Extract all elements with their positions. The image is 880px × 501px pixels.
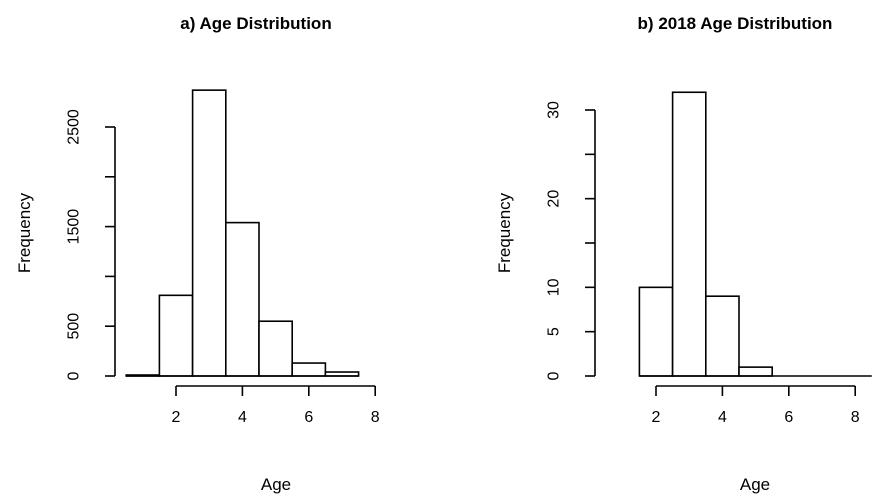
x-axis-label: Age xyxy=(740,475,770,494)
y-tick-label: 500 xyxy=(66,313,83,340)
x-tick-label: 6 xyxy=(304,409,313,426)
y-tick-label: 30 xyxy=(546,101,563,119)
bar xyxy=(191,89,227,377)
bar xyxy=(258,320,294,377)
bar xyxy=(225,221,260,377)
x-axis: 2 4 6 8 xyxy=(172,385,380,426)
chart-title: a) Age Distribution xyxy=(180,14,331,33)
bars xyxy=(125,89,360,377)
y-axis-label: Frequency xyxy=(495,192,514,273)
y-tick-label: 0 xyxy=(66,371,83,380)
x-tick-label: 2 xyxy=(652,409,661,426)
bar xyxy=(671,91,707,377)
x-axis-label: Age xyxy=(261,475,291,494)
x-axis: 2 4 6 8 xyxy=(652,385,860,426)
bar xyxy=(738,366,774,377)
bar xyxy=(704,295,740,377)
chart-title: b) 2018 Age Distribution xyxy=(638,14,833,33)
y-tick-label: 2500 xyxy=(66,109,83,145)
panel-b-2018-age-distribution: b) 2018 Age Distribution Age Frequency 2… xyxy=(495,14,872,494)
y-axis: 0 5 10 20 30 xyxy=(546,101,596,380)
x-tick-label: 4 xyxy=(238,409,247,426)
y-tick-label: 1500 xyxy=(66,209,83,245)
bar xyxy=(291,362,327,377)
x-tick-label: 6 xyxy=(784,409,793,426)
bar xyxy=(638,286,674,377)
y-tick-label: 0 xyxy=(546,371,563,380)
x-tick-label: 8 xyxy=(851,409,860,426)
y-tick-label: 10 xyxy=(546,278,563,296)
y-axis-label: Frequency xyxy=(15,192,34,273)
y-tick-label: 20 xyxy=(546,190,563,208)
y-axis: 0 500 1500 2500 xyxy=(66,109,116,380)
x-tick-label: 4 xyxy=(718,409,727,426)
y-tick-label: 5 xyxy=(546,327,563,336)
panel-a-age-distribution: a) Age Distribution Age Frequency 2 4 6 8 0… xyxy=(15,14,380,494)
bar xyxy=(158,294,194,377)
x-tick-label: 2 xyxy=(172,409,181,426)
x-tick-label: 8 xyxy=(371,409,380,426)
bars xyxy=(638,91,872,377)
